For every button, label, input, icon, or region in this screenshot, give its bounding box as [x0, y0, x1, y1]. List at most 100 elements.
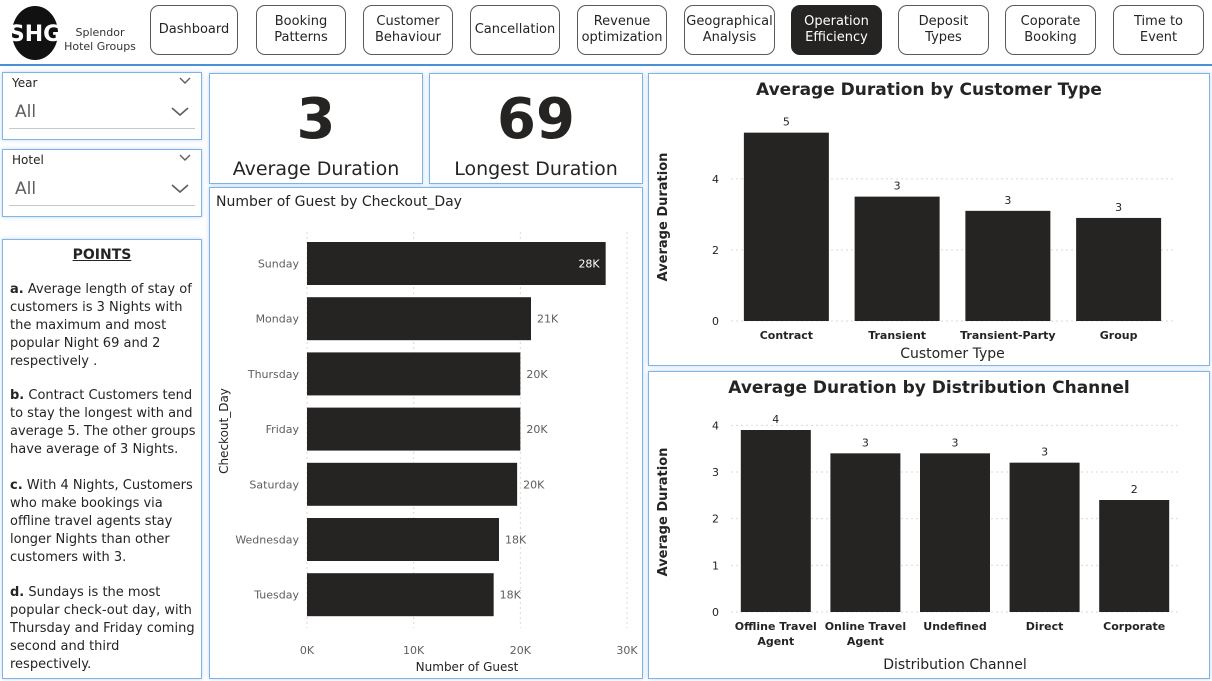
point-text: Sundays is the most popular check-out da…: [10, 585, 195, 672]
y-tick-label: Saturday: [249, 478, 299, 491]
point-letter: a.: [10, 282, 24, 297]
kpi-average-label: Average Duration: [232, 158, 400, 180]
point-text: Average length of stay of customers is 3…: [10, 282, 192, 369]
chevron-down-icon: [171, 106, 189, 116]
checkout-chart: 0K 10K 20K 30K Sunday 28K Monday 21K Thursday 20K…: [217, 232, 638, 674]
hotel-slicer: Hotel All: [2, 149, 202, 217]
customer-type-chart-panel: Average Duration by Customer Type 0 2 4 5 Co…: [648, 73, 1210, 366]
data-label: 28K: [578, 258, 600, 271]
checkout-chart-title: Number of Guest by Checkout_Day: [216, 194, 462, 210]
x-tick-label: Agent: [757, 635, 794, 648]
brand-name: Splendor Hotel Groups: [64, 26, 136, 53]
svg-text:SHG: SHG: [10, 22, 60, 47]
data-label: 3: [1041, 446, 1048, 459]
x-tick-label: 10K: [403, 644, 425, 657]
x-tick-label: Transient: [868, 329, 926, 342]
nav-button-geographical-analysis[interactable]: Geographical Analysis: [684, 5, 775, 55]
bar: [743, 132, 829, 321]
nav-button-customer-behaviour[interactable]: Customer Behaviour: [363, 5, 453, 55]
data-label: 20K: [526, 423, 548, 436]
data-label: 3: [862, 436, 869, 449]
point-letter: d.: [10, 585, 25, 600]
year-slicer: Year All: [2, 72, 202, 140]
bar: [1076, 217, 1162, 321]
points-panel: POINTS a. Average length of stay of cust…: [2, 239, 202, 679]
y-tick-label: Wednesday: [235, 534, 299, 547]
y-tick-label: 3: [712, 466, 719, 479]
point-c: c. With 4 Nights, Customers who make boo…: [10, 477, 200, 567]
bar: [307, 352, 521, 396]
y-tick-label: 0: [712, 606, 719, 619]
distribution-chart-panel: Average Duration by Distribution Channel…: [648, 371, 1210, 679]
nav-button-dashboard[interactable]: Dashboard: [150, 5, 238, 55]
y-tick-label: 0: [712, 315, 719, 328]
nav-button-revenue-optimization[interactable]: Revenue optimization: [577, 5, 667, 55]
y-axis-label: Average Duration: [656, 153, 671, 282]
data-label: 3: [894, 180, 901, 193]
nav-button-booking-patterns[interactable]: Booking Patterns: [256, 5, 346, 55]
bar: [920, 453, 990, 612]
data-label: 20K: [523, 478, 545, 491]
kpi-average-card: 3 Average Duration: [209, 73, 423, 184]
distribution-chart: 0 1 2 3 4 4 Offline Travel Agent 3 Online Travel A…: [656, 413, 1179, 673]
bar: [830, 453, 901, 612]
chevron-down-icon: [171, 183, 189, 193]
hotel-dropdown-value: All: [15, 178, 37, 199]
data-label: 18K: [500, 589, 522, 602]
bar: [307, 462, 518, 506]
bar: [1099, 500, 1170, 612]
x-tick-label: Undefined: [923, 620, 986, 633]
header-bar: SHG Splendor Hotel Groups Dashboard Booki…: [0, 0, 1212, 66]
point-b: b. Contract Customers tend to stay the l…: [10, 387, 200, 459]
data-label: 3: [952, 436, 959, 449]
x-axis-label: Customer Type: [900, 346, 1005, 362]
nav-button-operation-efficiency[interactable]: Operation Efficiency: [791, 5, 882, 55]
data-label: 21K: [537, 313, 559, 326]
y-tick-label: Friday: [266, 423, 300, 436]
points-title: POINTS: [72, 247, 132, 263]
year-dropdown-value: All: [15, 101, 37, 122]
nav-button-time-to-event[interactable]: Time to Event: [1113, 5, 1204, 55]
kpi-longest-label: Longest Duration: [454, 158, 618, 180]
point-letter: c.: [10, 478, 23, 493]
data-label: 4: [772, 413, 779, 426]
point-a: a. Average length of stay of customers i…: [10, 281, 200, 371]
x-tick-label: 0K: [300, 644, 315, 657]
x-tick-label: Offline Travel: [735, 620, 817, 633]
year-slicer-title: Year: [12, 76, 38, 90]
y-tick-label: Sunday: [258, 258, 300, 271]
nav-button-deposit-types[interactable]: Deposit Types: [898, 5, 989, 55]
y-tick-label: 4: [712, 419, 719, 432]
y-axis-label: Checkout_Day: [217, 388, 231, 474]
customer-type-chart-title: Average Duration by Customer Type: [756, 80, 1102, 100]
nav-button-coporate-booking[interactable]: Coporate Booking: [1005, 5, 1096, 55]
kpi-longest-card: 69 Longest Duration: [429, 73, 643, 184]
data-label: 3: [1115, 201, 1122, 214]
chevron-down-icon[interactable]: [179, 154, 191, 162]
y-tick-label: Thursday: [247, 368, 300, 381]
year-dropdown[interactable]: All: [9, 95, 195, 129]
data-label: 18K: [505, 534, 527, 547]
x-tick-label: Corporate: [1103, 620, 1165, 633]
y-tick-label: 4: [712, 173, 719, 186]
bar: [307, 297, 531, 341]
data-label: 5: [783, 116, 790, 129]
data-label: 3: [1004, 194, 1011, 207]
logo-icon: SHG: [10, 6, 60, 60]
bar: [307, 518, 499, 561]
x-tick-label: 30K: [616, 644, 638, 657]
kpi-longest-value: 69: [497, 87, 575, 152]
y-tick-label: Monday: [256, 313, 300, 326]
hotel-dropdown[interactable]: All: [9, 172, 195, 206]
customer-type-chart: 0 2 4 5 Contract 3 Transient 3 Transient-Party 3 G…: [656, 116, 1174, 362]
y-tick-label: Tuesday: [253, 589, 299, 602]
nav-button-cancellation[interactable]: Cancellation: [470, 5, 560, 55]
chevron-down-icon[interactable]: [179, 77, 191, 85]
bar: [854, 196, 940, 321]
x-tick-label: Online Travel: [825, 620, 906, 633]
hotel-slicer-title: Hotel: [12, 153, 44, 167]
distribution-chart-title: Average Duration by Distribution Channel: [728, 378, 1130, 398]
y-tick-label: 1: [712, 559, 719, 572]
x-axis-label: Number of Guest: [416, 660, 519, 674]
